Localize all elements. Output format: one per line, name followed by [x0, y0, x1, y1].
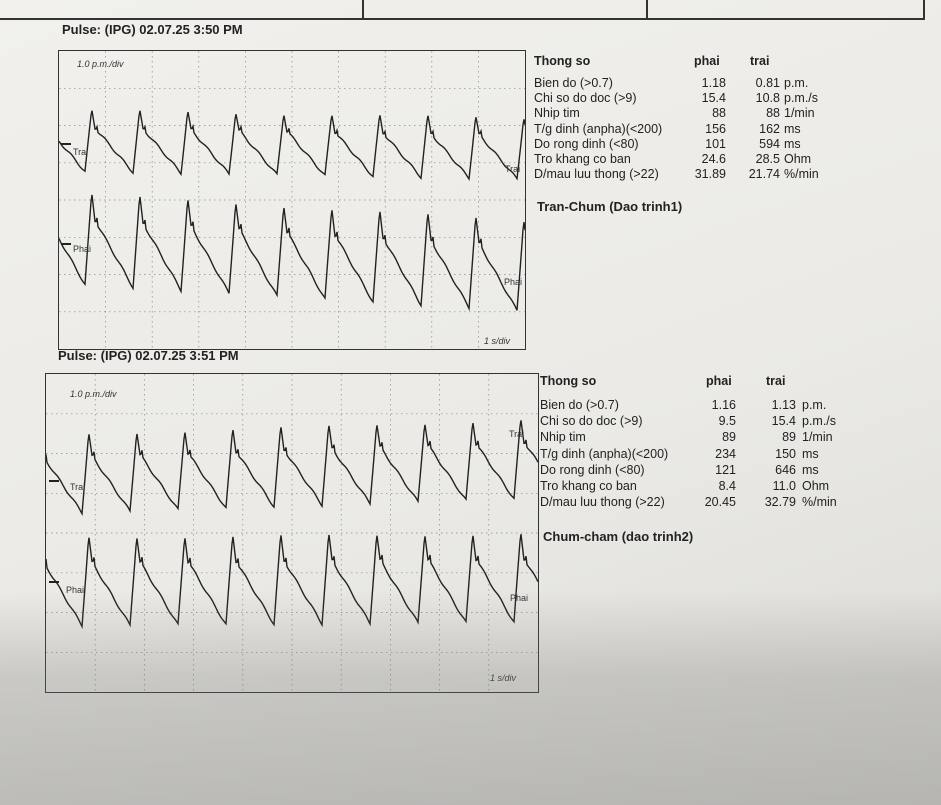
record-2-parameter-table: Thong so phai trai Bien do (>0.7) 1.16 1.1… [540, 374, 860, 514]
param-unit: Ohm [802, 479, 830, 493]
param-phai-value: 1.16 [711, 398, 736, 412]
param-phai-value: 234 [715, 446, 736, 461]
record-2-heading: Pulse: (IPG) 02.07.25 3:51 PM [58, 348, 239, 363]
param-phai-value: 101 [705, 136, 726, 151]
param-name: Nhip tim [534, 106, 580, 121]
param-unit: Ohm [784, 152, 812, 166]
param-trai-value: 88 [766, 106, 780, 121]
record-2-waveform-svg [46, 374, 538, 692]
param-unit: ms [802, 462, 819, 477]
param-phai-value: 20.45 [704, 495, 736, 510]
param-name: Tro khang co ban [540, 479, 637, 493]
param-trai-value: 89 [782, 430, 796, 445]
record-1-phai-marker [61, 243, 71, 245]
record-2-trace-phai-end-label: Phai [510, 593, 529, 603]
param-name: Chi so do doc (>9) [534, 91, 637, 106]
record-2-phai-marker [49, 581, 59, 583]
param-trai-value: 0.81 [755, 76, 780, 90]
param-name: Do rong dinh (<80) [540, 462, 645, 477]
record-2-trace-trai-end-label: Trai [509, 429, 525, 439]
param-phai-value: 156 [705, 121, 726, 136]
param-trai-value: 594 [759, 136, 780, 151]
record-2-header-name: Thong so [540, 374, 597, 388]
record-2-header-trai: trai [766, 374, 786, 388]
record-1-diagnosis: Tran-Chum (Dao trinh1) [537, 199, 683, 214]
record-1-trace-phai-label: Phai [73, 244, 92, 254]
record-1-scale-label: 1.0 p.m./div [77, 59, 124, 69]
record-1-header-trai: trai [750, 54, 770, 68]
param-unit: ms [784, 136, 801, 151]
record-2-trace-phai-label: Phai [66, 585, 85, 595]
param-name: T/g dinh (anpha)(<200) [534, 121, 663, 136]
record-1-trai-marker [61, 143, 71, 145]
record-2-time-label: 1 s/div [490, 673, 517, 683]
param-trai-value: 10.8 [755, 91, 780, 106]
param-trai-value: 21.74 [748, 167, 780, 182]
record-1-waveform-panel: 1.0 p.m./div 1 s/div Trai Trai Phai Phai [58, 50, 526, 350]
record-2-diagnosis: Chum-cham (dao trinh2) [543, 529, 694, 544]
record-1-heading: Pulse: (IPG) 02.07.25 3:50 PM [62, 22, 243, 37]
record-2-trace-trai-label: Trai [70, 482, 86, 492]
param-unit: p.m./s [784, 91, 819, 106]
record-2-header-phai: phai [706, 374, 732, 388]
param-trai-value: 646 [775, 462, 796, 477]
record-1-trace-phai [59, 194, 525, 312]
param-phai-value: 121 [715, 462, 736, 477]
param-phai-value: 1.18 [701, 76, 726, 90]
record-1-waveform-svg [59, 51, 525, 349]
record-1-trace-trai-end-label: Trai [505, 164, 521, 174]
record-1-trace-phai-end-label: Phai [504, 277, 523, 287]
record-1-header-name: Thong so [534, 54, 591, 68]
param-trai-value: 15.4 [771, 414, 796, 429]
top-table-border-bottom [0, 18, 925, 20]
param-unit: p.m./s [802, 414, 837, 429]
record-2-waveform-panel: 1.0 p.m./div 1 s/div Trai Trai Phai Phai [45, 373, 539, 693]
param-name: D/mau luu thong (>22) [540, 495, 665, 510]
param-name: Tro khang co ban [534, 152, 631, 166]
top-table-divider-2 [646, 0, 648, 18]
param-phai-value: 24.6 [701, 152, 726, 166]
record-1-header-phai: phai [694, 54, 720, 68]
param-unit: 1/min [784, 106, 815, 121]
param-trai-value: 150 [775, 446, 796, 461]
param-trai-value: 1.13 [771, 398, 796, 412]
param-name: D/mau luu thong (>22) [534, 167, 659, 182]
param-trai-value: 32.79 [764, 495, 796, 510]
param-phai-value: 89 [722, 430, 736, 445]
param-name: T/g dinh (anpha)(<200) [540, 446, 669, 461]
top-table-divider-1 [362, 0, 364, 18]
param-name: Do rong dinh (<80) [534, 136, 639, 151]
record-2-trace-phai [46, 534, 538, 630]
param-phai-value: 31.89 [694, 167, 726, 182]
record-1-time-label: 1 s/div [484, 336, 511, 346]
param-unit: %/min [784, 167, 819, 182]
param-name: Bien do (>0.7) [540, 398, 619, 412]
param-phai-value: 9.5 [718, 414, 736, 429]
param-unit: p.m. [784, 76, 809, 90]
param-phai-value: 15.4 [701, 91, 726, 106]
param-unit: p.m. [802, 398, 827, 412]
param-trai-value: 162 [759, 121, 780, 136]
param-name: Chi so do doc (>9) [540, 414, 643, 429]
record-2-trace-trai [46, 420, 538, 517]
param-trai-value: 11.0 [772, 479, 796, 493]
record-1-trace-trai [59, 110, 525, 181]
param-unit: ms [784, 121, 801, 136]
param-unit: %/min [802, 495, 837, 510]
param-name: Nhip tim [540, 430, 586, 445]
record-1-grid [59, 51, 525, 349]
record-2-scale-label: 1.0 p.m./div [70, 389, 117, 399]
param-unit: ms [802, 446, 819, 461]
param-phai-value: 88 [712, 106, 726, 121]
param-trai-value: 28.5 [755, 152, 780, 166]
param-name: Bien do (>0.7) [534, 76, 613, 90]
record-2-trai-marker [49, 480, 59, 482]
top-table-divider-3 [923, 0, 925, 18]
record-1-trace-trai-label: Trai [73, 147, 89, 157]
record-2-grid [46, 374, 538, 692]
param-unit: 1/min [802, 430, 833, 445]
param-phai-value: 8.4 [718, 479, 736, 493]
record-1-parameter-table: Thong so phai trai Bien do (>0.7) 1.18 0.8… [534, 54, 844, 184]
